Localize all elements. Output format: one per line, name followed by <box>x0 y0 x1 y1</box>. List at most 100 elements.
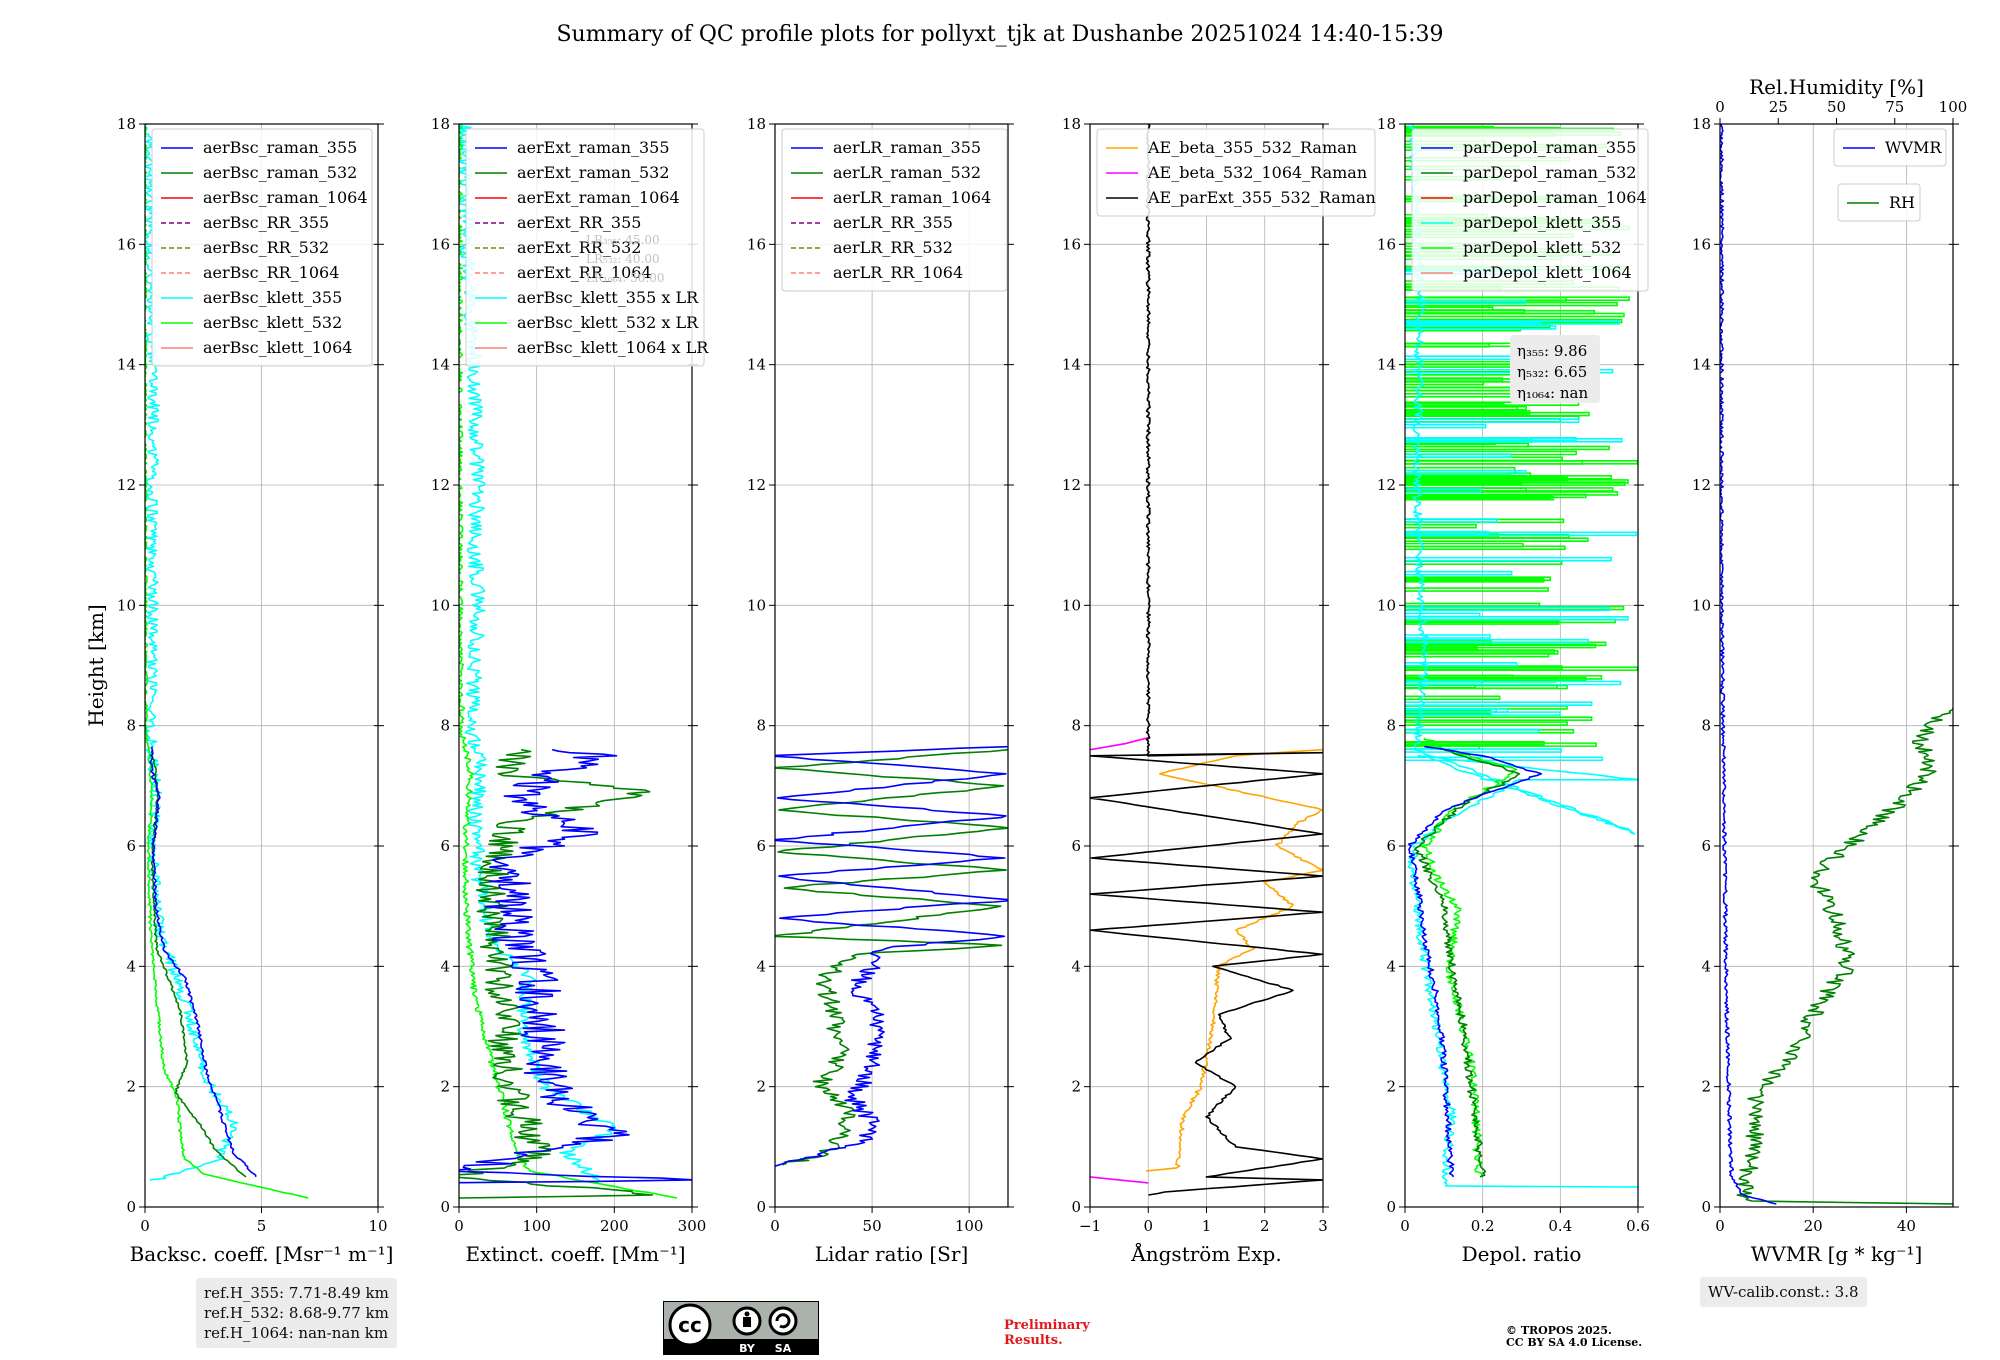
series-pardepol-klett-355-spikes <box>1405 518 1498 523</box>
y-tick-label: 8 <box>440 717 450 735</box>
x-tick-label: 200 <box>600 1217 629 1235</box>
legend-entry: parDepol_raman_355 <box>1463 138 1636 157</box>
y-tick-label: 8 <box>1071 717 1081 735</box>
legend-entry: AE_beta_532_1064_Raman <box>1147 163 1367 182</box>
x-axis-label: Depol. ratio <box>1462 1242 1582 1266</box>
y-tick-label: 8 <box>126 717 136 735</box>
y-tick-label: 0 <box>126 1198 136 1216</box>
legend-entry: aerLR_raman_532 <box>833 163 981 182</box>
series-pardepol-klett-532-spikes <box>1405 576 1552 582</box>
ref-height-1064: ref.H_1064: nan-nan km <box>204 1324 389 1342</box>
reference-height-box: ref.H_355: 7.71-8.49 km ref.H_532: 8.68-… <box>196 1278 397 1348</box>
series-pardepol-klett-355-spikes <box>1405 531 1637 537</box>
series-pardepol-klett-355-spikes <box>1405 701 1593 706</box>
x-tick-label: 0 <box>770 1217 780 1235</box>
x-tick-label: 1 <box>1202 1217 1212 1235</box>
x-tick-label: 0 <box>1715 1217 1725 1235</box>
legend-frame <box>1411 128 1649 292</box>
series-group <box>1720 124 1953 1205</box>
series-pardepol-klett-532-spikes <box>1405 577 1545 583</box>
y-tick-label: 16 <box>1062 235 1081 253</box>
y-axis-label: Height [km] <box>84 604 108 726</box>
y-tick-label: 16 <box>1377 235 1396 253</box>
lidar-ratio-annotation: LR₁₀₆₄: 50.00 <box>586 271 664 285</box>
y-tick-label: 14 <box>1062 356 1081 374</box>
y-tick-label: 10 <box>1062 596 1081 614</box>
y-tick-label: 6 <box>1071 837 1081 855</box>
series-pardepol-klett-355-spikes <box>1405 437 1623 443</box>
y-tick-label: 12 <box>1377 476 1396 494</box>
legend: aerBsc_raman_355 aerBsc_raman_532 aerBsc_r… <box>151 128 373 367</box>
legend-entry: aerLR_RR_1064 <box>833 263 963 282</box>
y-tick-label: 4 <box>126 957 136 975</box>
x-tick-label: 100 <box>522 1217 551 1235</box>
top-tick-label: 0 <box>1715 98 1725 116</box>
legend-entry: parDepol_klett_355 <box>1463 213 1621 232</box>
x-tick-label: 3 <box>1318 1217 1328 1235</box>
legend-entry: aerExt_RR_1064 <box>517 263 652 282</box>
copyright-line-1: © TROPOS 2025. <box>1506 1324 1612 1337</box>
x-tick-label: 0.4 <box>1548 1217 1572 1235</box>
y-tick-label: 4 <box>1386 957 1396 975</box>
series-pardepol-klett-532-spikes <box>1405 401 1580 406</box>
x-tick-label: 100 <box>955 1217 984 1235</box>
series-pardepol-klett-532-spikes <box>1405 716 1593 722</box>
y-tick-label: 0 <box>1386 1198 1396 1216</box>
legend-entry: aerLR_raman_1064 <box>833 188 991 207</box>
y-tick-label: 16 <box>117 235 136 253</box>
series-pardepol-klett-532-spikes <box>1405 605 1625 611</box>
series-aerbsc-raman-355 <box>149 746 257 1177</box>
y-tick-label: 4 <box>1071 957 1081 975</box>
legend-frame <box>1096 128 1376 217</box>
x-tick-label: 0 <box>1400 1217 1410 1235</box>
legend: WVMR <box>1833 128 1947 167</box>
x-tick-label: 0.2 <box>1471 1217 1495 1235</box>
eta-annotation-box <box>1510 335 1600 403</box>
series-pardepol-klett-532-spikes <box>1405 620 1560 625</box>
x-tick-label: 0 <box>1143 1217 1153 1235</box>
axes-frame <box>774 123 1009 1208</box>
y-tick-label: 8 <box>1701 717 1711 735</box>
x-tick-label: 0 <box>140 1217 150 1235</box>
y-tick-label: 2 <box>1071 1078 1081 1096</box>
y-tick-label: 18 <box>117 115 136 133</box>
legend-entry: aerLR_raman_355 <box>833 138 981 157</box>
preliminary-results-note: Preliminary Results. <box>1004 1318 1090 1348</box>
legend-entry: aerBsc_raman_532 <box>203 163 357 182</box>
x-tick-label: −1 <box>1079 1217 1101 1235</box>
y-tick-label: 12 <box>431 476 450 494</box>
series-pardepol-klett-532-spikes <box>1405 495 1514 501</box>
panel-1: 0 5 10 0 2 4 6 8 10 12 14 16 18 Backsc. coeff. [Msr⁻¹… <box>84 115 393 1266</box>
y-tick-label: 2 <box>1386 1078 1396 1096</box>
series-aerbsc-klett-532-x-lr <box>459 124 678 1199</box>
legend-entry: parDepol_klett_532 <box>1463 238 1621 257</box>
y-tick-label: 18 <box>431 115 450 133</box>
x-axis-label: WVMR [g * kg⁻¹] <box>1751 1242 1923 1266</box>
legend-entry: WVMR <box>1885 138 1942 157</box>
y-tick-label: 16 <box>1692 235 1711 253</box>
series-pardepol-klett-532-spikes <box>1405 523 1477 529</box>
series-pardepol-klett-532-spikes <box>1405 652 1550 658</box>
series-pardepol-klett-355-spikes <box>1405 453 1513 458</box>
legend-entry: aerLR_RR_355 <box>833 213 953 232</box>
y-tick-label: 18 <box>1377 115 1396 133</box>
y-tick-label: 16 <box>431 235 450 253</box>
series-aerext-raman-355 <box>459 748 692 1184</box>
series-pardepol-klett-532-spikes <box>1405 721 1568 726</box>
series-pardepol-klett-355-spikes <box>1405 469 1527 475</box>
series-pardepol-klett-355-spikes <box>1405 570 1513 576</box>
series-pardepol-klett-355-spikes <box>1405 612 1481 618</box>
y-tick-label: 6 <box>440 837 450 855</box>
series-group <box>145 124 309 1199</box>
y-tick-label: 12 <box>1692 476 1711 494</box>
x-axis-label: Extinct. coeff. [Mm⁻¹] <box>465 1242 685 1266</box>
series-pardepol-klett-532-spikes <box>1405 406 1518 411</box>
x-axis-label: Backsc. coeff. [Msr⁻¹ m⁻¹] <box>130 1242 394 1266</box>
series-pardepol-klett-355-spikes <box>1405 707 1498 713</box>
y-tick-label: 16 <box>747 235 766 253</box>
legend: aerExt_raman_355 aerExt_raman_532 aerExt_r… <box>465 128 709 367</box>
y-tick-label: 2 <box>440 1078 450 1096</box>
y-tick-label: 10 <box>117 596 136 614</box>
x-tick-label: 300 <box>678 1217 707 1235</box>
copyright-line-2: CC BY SA 4.0 License. <box>1506 1336 1643 1349</box>
